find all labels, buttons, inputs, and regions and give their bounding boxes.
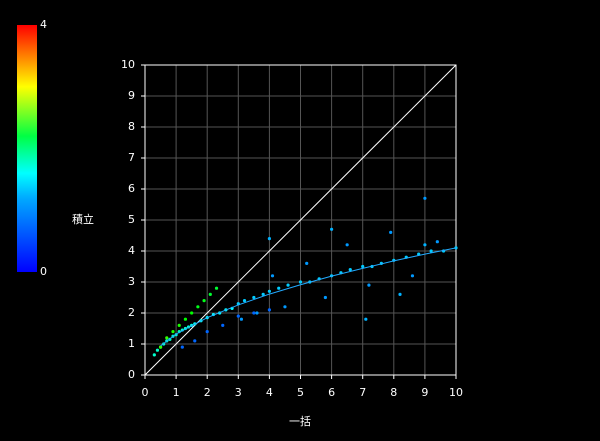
point bbox=[252, 295, 256, 300]
colorbar-tick-label: 4 bbox=[40, 18, 47, 31]
point bbox=[190, 311, 194, 315]
point bbox=[158, 345, 163, 349]
point bbox=[429, 249, 433, 253]
point bbox=[398, 292, 402, 296]
point bbox=[267, 289, 271, 293]
plot-frame bbox=[144, 64, 457, 376]
y-axis-label: 積立 bbox=[72, 212, 94, 226]
point bbox=[152, 353, 156, 357]
point bbox=[239, 317, 244, 321]
x-tick-label: 5 bbox=[297, 386, 304, 399]
point bbox=[202, 299, 206, 303]
x-tick-label: 2 bbox=[204, 386, 211, 399]
point bbox=[283, 305, 287, 309]
point bbox=[298, 280, 303, 284]
point bbox=[435, 240, 439, 244]
point bbox=[242, 299, 247, 303]
y-tick-label: 0 bbox=[128, 368, 135, 381]
point bbox=[214, 286, 219, 290]
point bbox=[305, 261, 309, 265]
point bbox=[171, 330, 175, 334]
point bbox=[364, 317, 368, 321]
point bbox=[193, 339, 197, 343]
point bbox=[196, 305, 200, 309]
point bbox=[221, 323, 225, 327]
point bbox=[205, 330, 209, 334]
point bbox=[165, 336, 169, 340]
colorbar-tick-label: 0 bbox=[40, 265, 47, 278]
point bbox=[267, 308, 271, 312]
x-tick-label: 1 bbox=[173, 386, 180, 399]
colorbar bbox=[17, 25, 37, 272]
x-tick-label: 7 bbox=[359, 386, 366, 399]
point bbox=[389, 230, 393, 234]
y-tick-label: 2 bbox=[128, 306, 135, 319]
point bbox=[345, 243, 349, 247]
point bbox=[367, 283, 371, 287]
point bbox=[261, 292, 265, 296]
point bbox=[323, 295, 327, 300]
point bbox=[277, 286, 281, 290]
y-tick-label: 4 bbox=[128, 244, 135, 257]
x-axis-label: 一括 bbox=[289, 414, 311, 428]
point bbox=[255, 311, 259, 315]
point bbox=[270, 274, 275, 278]
point bbox=[208, 292, 212, 296]
point bbox=[330, 227, 334, 231]
point bbox=[252, 311, 256, 315]
y-tick-label: 8 bbox=[128, 120, 135, 133]
x-tick-label: 3 bbox=[235, 386, 242, 399]
x-tick-label: 8 bbox=[390, 386, 397, 399]
y-tick-label: 6 bbox=[128, 182, 135, 195]
x-tick-label: 6 bbox=[328, 386, 335, 399]
point bbox=[267, 237, 271, 241]
point bbox=[155, 348, 160, 352]
point bbox=[180, 345, 184, 349]
point bbox=[410, 274, 415, 278]
x-tick-label: 9 bbox=[421, 386, 428, 399]
point bbox=[423, 243, 427, 247]
point bbox=[236, 314, 240, 318]
fit-line bbox=[160, 247, 457, 347]
point bbox=[361, 264, 365, 269]
y-tick-label: 7 bbox=[128, 151, 135, 164]
x-tick-label: 0 bbox=[142, 386, 149, 399]
x-tick-label: 4 bbox=[266, 386, 273, 399]
point bbox=[423, 196, 427, 200]
y-tick-label: 10 bbox=[121, 58, 135, 71]
y-tick-label: 5 bbox=[128, 213, 135, 226]
point bbox=[348, 268, 352, 272]
point bbox=[177, 323, 181, 327]
x-tick-label: 10 bbox=[449, 386, 463, 399]
y-tick-label: 1 bbox=[128, 337, 135, 350]
point bbox=[286, 283, 290, 287]
y-tick-label: 3 bbox=[128, 275, 135, 288]
point bbox=[183, 317, 188, 321]
y-tick-label: 9 bbox=[128, 89, 135, 102]
